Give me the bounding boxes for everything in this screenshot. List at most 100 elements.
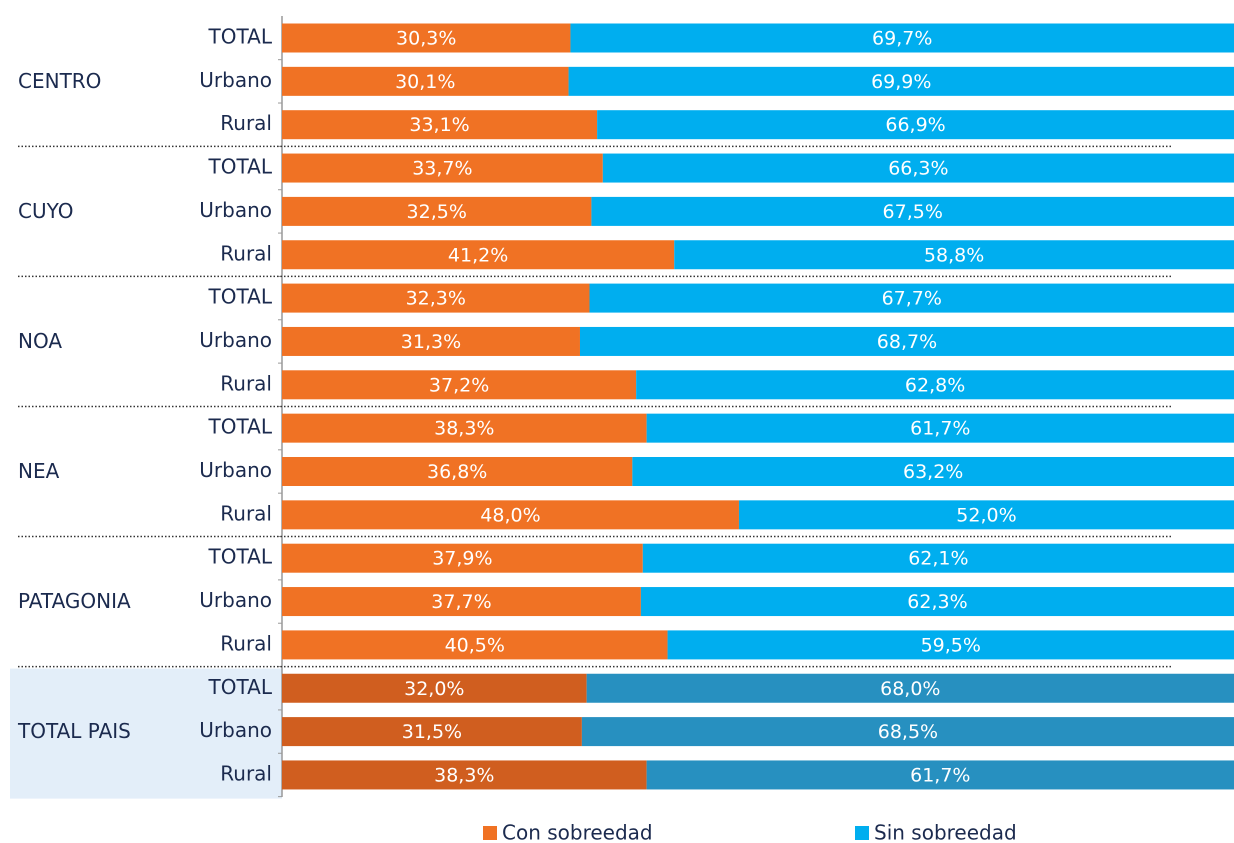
bar-segment <box>597 110 1234 140</box>
bar-segment <box>282 326 580 356</box>
value-label: 66,3% <box>888 158 948 180</box>
bar-segment <box>282 370 637 400</box>
bar-segment <box>282 673 587 703</box>
bar-segment <box>282 717 582 747</box>
value-label: 62,1% <box>908 548 968 570</box>
value-label: 32,5% <box>407 201 467 223</box>
value-label: 38,3% <box>434 418 494 440</box>
category-label: Urbano <box>199 718 272 742</box>
bar-segment <box>632 457 1234 486</box>
bar-segment <box>640 587 1234 617</box>
legend-label: Con sobreedad <box>502 821 653 843</box>
bar-segment <box>282 543 643 573</box>
category-label: Rural <box>220 111 272 135</box>
bar-segment <box>589 283 1234 313</box>
legend-swatch <box>483 826 497 840</box>
category-label: Rural <box>220 631 272 655</box>
category-label: Urbano <box>199 68 272 92</box>
value-label: 61,7% <box>910 418 970 440</box>
bar-segment <box>282 630 668 660</box>
bar-segment <box>602 153 1234 183</box>
legend-swatch <box>855 826 869 840</box>
group-label: CENTRO <box>18 69 101 93</box>
group-label: NEA <box>18 459 60 483</box>
group-label: TOTAL PAIS <box>17 719 131 743</box>
category-label: Urbano <box>199 198 272 222</box>
category-label: TOTAL <box>208 285 273 309</box>
bar-segment <box>282 66 569 96</box>
bar-segment <box>282 196 592 226</box>
value-label: 67,7% <box>882 288 942 310</box>
category-label: Rural <box>220 501 272 525</box>
bar-segment <box>282 240 675 270</box>
bar-segment <box>282 283 590 313</box>
bar-segment <box>570 23 1234 53</box>
value-label: 31,5% <box>402 721 462 743</box>
bar-segment <box>282 23 571 53</box>
bar-segment <box>591 196 1234 226</box>
value-label: 67,5% <box>883 201 943 223</box>
category-label: Urbano <box>199 328 272 352</box>
category-label: TOTAL <box>208 155 273 179</box>
group-label: NOA <box>18 329 62 353</box>
category-label: TOTAL <box>208 545 273 569</box>
value-label: 37,2% <box>429 374 489 396</box>
group-label: PATAGONIA <box>18 589 131 613</box>
bar-segment <box>674 240 1234 270</box>
category-label: TOTAL <box>208 415 273 439</box>
bar-segment <box>282 760 647 790</box>
value-label: 59,5% <box>921 634 981 656</box>
bar-segment <box>568 66 1234 96</box>
value-label: 37,7% <box>431 591 491 613</box>
bar-segment <box>282 587 641 617</box>
group-label: CUYO <box>18 199 73 223</box>
bar-segment <box>579 326 1234 356</box>
bar-segment <box>636 370 1234 400</box>
bar-segment <box>282 457 633 486</box>
legend-label: Sin sobreedad <box>874 821 1017 843</box>
category-label: Rural <box>220 241 272 265</box>
bar-segment <box>282 413 647 443</box>
value-label: 61,7% <box>910 764 970 786</box>
value-label: 63,2% <box>903 461 963 483</box>
value-label: 33,7% <box>412 158 472 180</box>
value-label: 30,3% <box>396 28 456 50</box>
value-label: 32,3% <box>406 288 466 310</box>
category-label: Rural <box>220 371 272 395</box>
bar-segment <box>581 717 1234 747</box>
value-label: 68,5% <box>878 721 938 743</box>
value-label: 68,0% <box>880 678 940 700</box>
value-label: 32,0% <box>404 678 464 700</box>
bar-segment <box>667 630 1234 660</box>
value-label: 62,8% <box>905 374 965 396</box>
bar-segment <box>642 543 1234 573</box>
value-label: 69,7% <box>872 28 932 50</box>
bar-segment <box>282 110 598 140</box>
bar-segment <box>738 500 1234 530</box>
value-label: 36,8% <box>427 461 487 483</box>
category-label: Urbano <box>199 458 272 482</box>
value-label: 30,1% <box>395 71 455 93</box>
value-label: 52,0% <box>956 504 1016 526</box>
value-label: 38,3% <box>434 764 494 786</box>
category-label: TOTAL <box>208 25 273 49</box>
value-label: 62,3% <box>907 591 967 613</box>
value-label: 48,0% <box>480 504 540 526</box>
value-label: 58,8% <box>924 244 984 266</box>
category-label: Urbano <box>199 588 272 612</box>
value-label: 33,1% <box>409 114 469 136</box>
value-label: 31,3% <box>401 331 461 353</box>
value-label: 37,9% <box>432 548 492 570</box>
bar-segment <box>646 760 1234 790</box>
value-label: 68,7% <box>877 331 937 353</box>
category-label: Rural <box>220 761 272 785</box>
value-label: 40,5% <box>445 634 505 656</box>
bar-segment <box>646 413 1234 443</box>
value-label: 69,9% <box>871 71 931 93</box>
bar-segment <box>282 153 603 183</box>
value-label: 66,9% <box>885 114 945 136</box>
highlight-background <box>10 668 282 799</box>
category-label: TOTAL <box>208 675 273 699</box>
value-label: 41,2% <box>448 244 508 266</box>
